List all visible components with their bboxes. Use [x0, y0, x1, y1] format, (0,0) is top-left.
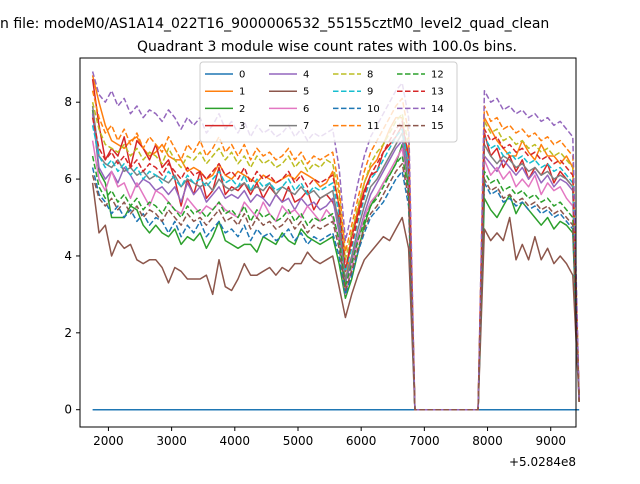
series-line-9 [91, 125, 580, 411]
x-tick-label: 8000 [472, 434, 503, 448]
legend-label-5: 5 [303, 87, 309, 98]
chart-title: Quadrant 3 module wise count rates with … [137, 39, 517, 55]
series-line-11 [91, 90, 580, 411]
x-tick-label: 2000 [93, 434, 124, 448]
series-layer [91, 71, 580, 411]
series-line-10 [91, 167, 580, 411]
x-tick-label: 4000 [220, 434, 251, 448]
x-tick-label: 7000 [409, 434, 440, 448]
plot-area: 2000 3000 4000 5000 6000 7000 8000 9000 0 2 4 6 8 +… [64, 57, 580, 469]
legend-box [199, 61, 458, 143]
x-tick-label: 3000 [156, 434, 187, 448]
legend-label-0: 0 [239, 70, 245, 81]
y-axis: 0 2 4 6 8 [64, 95, 80, 417]
legend-label-6: 6 [303, 104, 309, 115]
legend-label-1: 1 [239, 87, 245, 98]
series-line-2 [91, 109, 580, 411]
legend-label-8: 8 [367, 70, 373, 81]
legend-label-12: 12 [431, 70, 444, 81]
legend-label-4: 4 [303, 70, 309, 81]
legend-label-7: 7 [303, 121, 309, 132]
x-axis: 2000 3000 4000 5000 6000 7000 8000 9000 [93, 427, 566, 448]
y-tick-label: 2 [64, 326, 72, 340]
x-tick-label: 6000 [346, 434, 377, 448]
x-tick-label: 9000 [535, 434, 566, 448]
legend-label-10: 10 [367, 104, 380, 115]
y-tick-label: 6 [64, 172, 72, 186]
legend-label-11: 11 [367, 121, 380, 132]
series-line-12 [91, 155, 580, 411]
y-tick-label: 0 [64, 403, 72, 417]
legend-label-9: 9 [367, 87, 373, 98]
y-tick-label: 8 [64, 95, 72, 109]
plot-frame [79, 57, 577, 428]
figure-suptitle: n file: modeM0/AS1A14_022T16_9000006532_… [0, 16, 549, 32]
series-line-7 [91, 105, 580, 411]
series-line-15 [91, 162, 580, 411]
legend-label-15: 15 [431, 121, 444, 132]
x-tick-label: 5000 [283, 434, 314, 448]
x-offset-label: +5.0284e8 [509, 455, 576, 469]
series-line-5 [91, 182, 580, 411]
legend-label-13: 13 [431, 87, 444, 98]
series-line-14 [91, 71, 580, 411]
series-line-13 [91, 117, 580, 411]
legend-label-14: 14 [431, 104, 444, 115]
legend-label-3: 3 [239, 121, 245, 132]
y-tick-label: 4 [64, 249, 72, 263]
series-line-8 [91, 102, 580, 411]
legend-label-2: 2 [239, 104, 245, 115]
